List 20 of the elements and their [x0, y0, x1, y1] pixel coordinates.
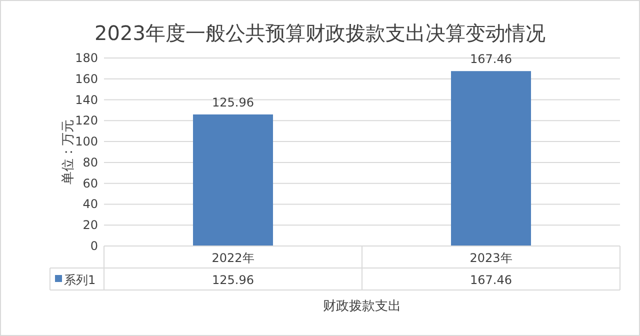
legend-label: 系列1	[64, 273, 96, 287]
x-axis-title: 财政拨款支出	[323, 299, 401, 314]
annotation: 167.46	[470, 52, 512, 66]
x-tick-label: 2022年	[212, 251, 254, 265]
chart-title: 2023年度一般公共预算财政拨款支出决算变动情况	[94, 21, 546, 45]
y-tick-label: 140	[75, 92, 98, 107]
y-tick-label: 120	[75, 114, 98, 128]
annotation: 125.96	[212, 95, 254, 110]
y-axis-title: 单位：万元	[61, 120, 76, 184]
y-tick-label: 40	[82, 197, 98, 212]
y-tick-label: 100	[75, 134, 98, 149]
y-tick-label: 0	[90, 239, 98, 253]
y-tick-label: 20	[82, 218, 98, 232]
y-tick-label: 160	[75, 72, 98, 86]
x-tick-label: 2023年	[470, 251, 512, 265]
y-tick-label: 180	[75, 51, 98, 65]
data-label: 125.96	[212, 273, 254, 287]
data-label: 167.46	[470, 273, 512, 287]
y-tick-label: 60	[82, 176, 98, 190]
y-tick-label: 80	[82, 155, 98, 170]
